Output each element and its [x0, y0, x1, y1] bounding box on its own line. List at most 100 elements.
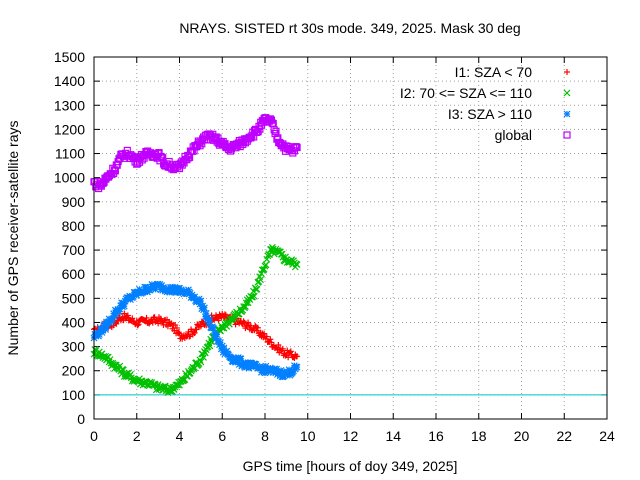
data-point: [129, 315, 136, 322]
legend-label: I3: SZA > 110: [448, 106, 532, 122]
legend-marker: [563, 89, 571, 97]
x-tick-label: 6: [218, 428, 226, 444]
data-point: [120, 302, 128, 310]
data-point: [196, 142, 204, 150]
data-point: [196, 356, 204, 364]
axis-ticks: 0 2 4 6 8 10 12 14 16 18 20 22 240100200300400500600…: [54, 49, 615, 444]
data-point: [200, 354, 207, 361]
y-tick-label: 1100: [55, 146, 85, 162]
data-point: [134, 160, 142, 168]
y-tick-label: 800: [62, 218, 86, 234]
data-point: [263, 333, 270, 340]
data-point: [253, 285, 261, 293]
data-point: [275, 341, 282, 348]
y-axis-label: Number of GPS receiver-satellite rays: [5, 121, 21, 356]
data-point: [268, 339, 275, 346]
data-point: [292, 143, 300, 151]
data-point: [270, 126, 278, 134]
y-tick-label: 300: [62, 339, 86, 355]
legend-marker: [564, 69, 570, 75]
plot-area: [90, 114, 301, 397]
y-tick-label: 1200: [54, 121, 85, 137]
y-tick-label: 1300: [54, 97, 85, 113]
legend-marker: [563, 131, 571, 139]
data-point: [157, 152, 165, 161]
data-point: [146, 320, 153, 327]
y-tick-label: 100: [62, 387, 86, 403]
series-2: [90, 280, 301, 381]
data-point: [256, 125, 264, 133]
y-tick-label: 1400: [54, 73, 85, 89]
data-point: [135, 321, 142, 328]
x-tick-label: 24: [599, 428, 615, 444]
x-tick-label: 10: [300, 428, 316, 444]
x-axis-label: GPS time [hours of doy 349, 2025]: [243, 458, 458, 474]
x-tick-label: 16: [428, 428, 444, 444]
data-point: [121, 310, 128, 317]
legend-label: I2: 70 <= SZA <= 110: [400, 85, 532, 101]
legend: I1: SZA < 70 I2: 70 <= SZA <= 110 I3: SZA …: [400, 64, 571, 143]
x-tick-label: 2: [133, 428, 141, 444]
data-point: [274, 346, 281, 353]
plot-frame: [93, 56, 608, 420]
data-point: [294, 353, 301, 360]
data-point: [201, 304, 208, 312]
data-point: [267, 336, 274, 343]
x-tick-label: 22: [556, 428, 572, 444]
data-point: [251, 327, 258, 334]
legend-marker: [563, 110, 571, 118]
x-tick-label: 18: [471, 428, 487, 444]
data-point: [221, 311, 228, 318]
data-point: [197, 358, 205, 366]
data-point: [257, 276, 264, 284]
data-point: [197, 297, 205, 305]
data-point: [252, 285, 260, 293]
y-tick-label: 1000: [54, 170, 85, 186]
legend-label: I1: SZA < 70: [455, 64, 533, 80]
data-point: [293, 261, 301, 268]
data-point: [197, 323, 204, 330]
data-point: [287, 348, 294, 355]
data-point: [293, 363, 301, 371]
data-point: [173, 324, 180, 331]
y-tick-label: 500: [62, 290, 86, 306]
data-point: [172, 321, 179, 328]
legend-label: global: [495, 127, 532, 143]
data-point: [261, 330, 268, 337]
data-point: [134, 322, 141, 329]
x-tick-label: 20: [514, 428, 530, 444]
y-tick-label: 200: [62, 363, 86, 379]
data-point: [124, 312, 131, 319]
data-point: [185, 328, 192, 335]
data-point: [293, 143, 301, 152]
series-1: [90, 243, 301, 397]
y-tick-label: 900: [62, 194, 86, 210]
data-point: [254, 324, 261, 331]
data-point: [206, 342, 214, 350]
grid: [94, 57, 607, 419]
y-tick-label: 700: [62, 242, 86, 258]
x-tick-label: 0: [90, 428, 98, 444]
x-tick-label: 8: [261, 428, 269, 444]
x-tick-label: 14: [385, 428, 401, 444]
data-point: [153, 316, 160, 323]
y-tick-label: 400: [62, 314, 86, 330]
data-point: [191, 329, 198, 336]
data-point: [250, 292, 258, 300]
series-3: [90, 114, 301, 193]
data-point: [262, 261, 270, 269]
data-point: [115, 317, 122, 324]
y-tick-label: 600: [62, 266, 86, 282]
data-point: [167, 321, 174, 328]
y-tick-label: 0: [77, 411, 85, 427]
series-0: [91, 310, 301, 361]
data-point: [175, 329, 182, 336]
x-tick-label: 4: [176, 428, 184, 444]
data-point: [215, 317, 222, 324]
data-point: [279, 345, 286, 352]
data-point: [149, 319, 156, 326]
chart-title: NRAYS. SISTED rt 30s mode. 349, 2025. Ma…: [179, 20, 520, 36]
data-point: [213, 331, 221, 339]
data-point: [178, 161, 186, 169]
